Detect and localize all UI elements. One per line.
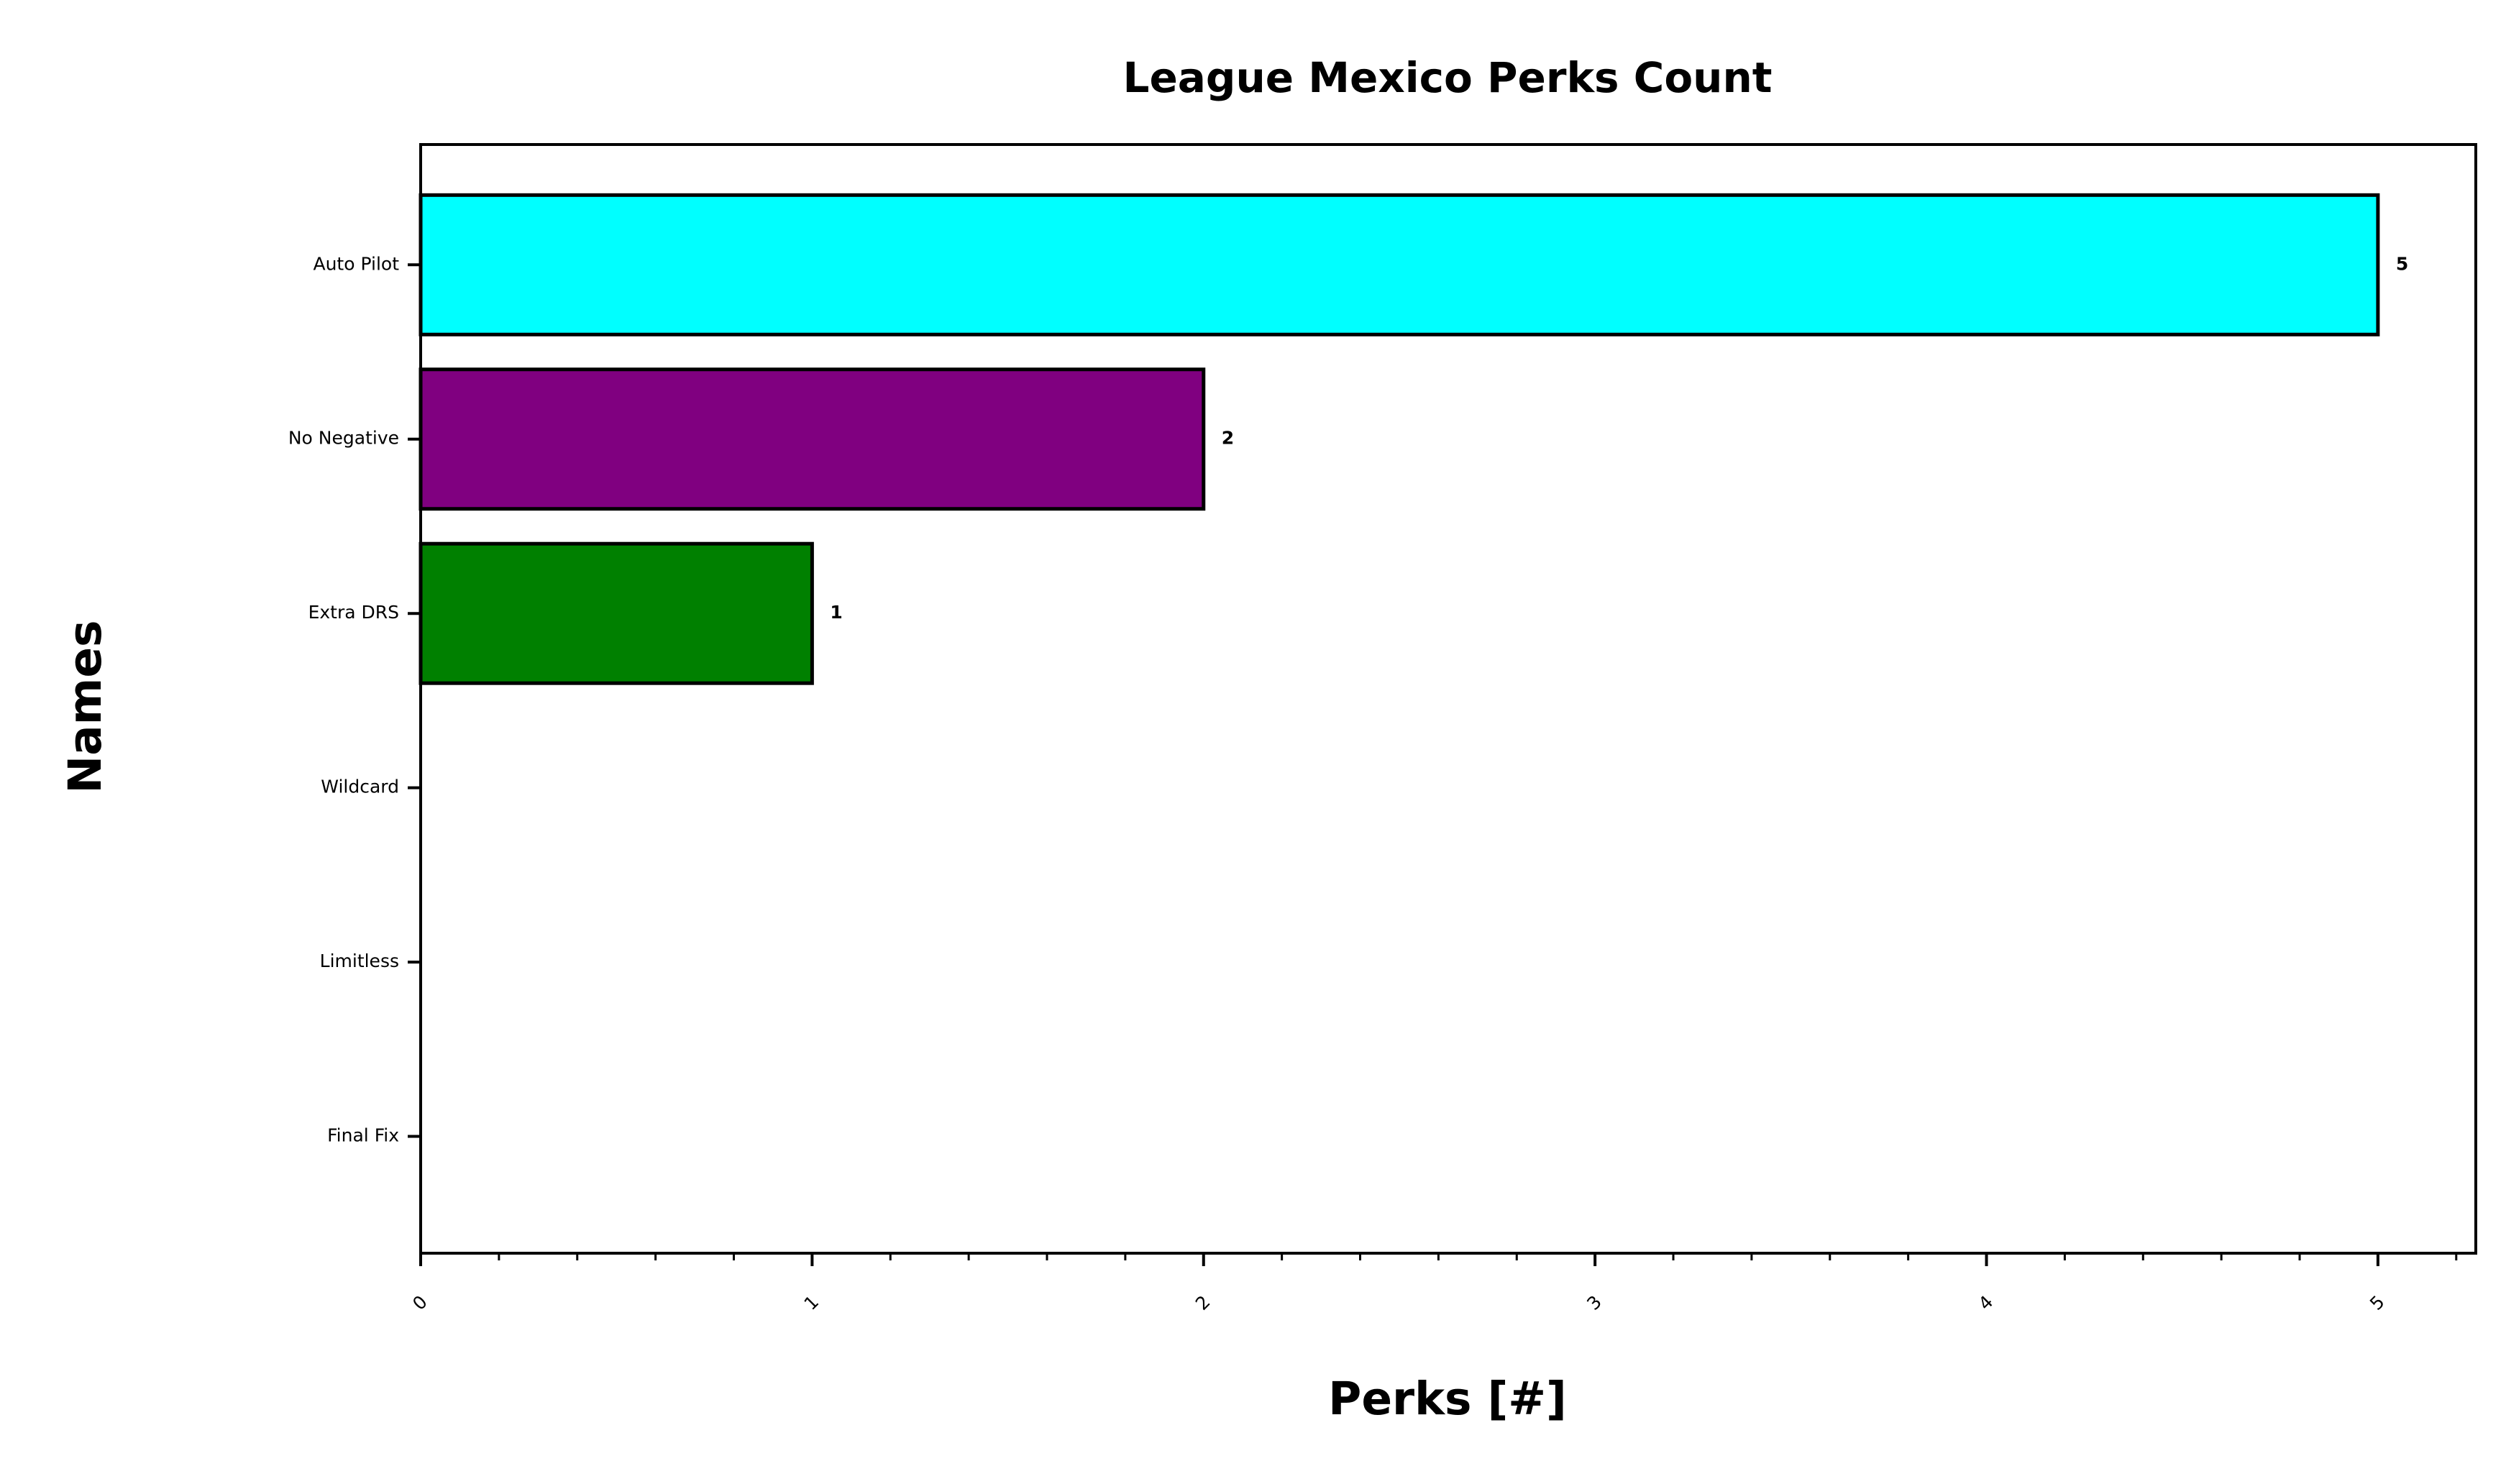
axes-frame [419, 143, 2477, 1255]
y-tick-label: No Negative [288, 428, 399, 449]
x-tick-label: 5 [2366, 1291, 2389, 1314]
value-label: 1 [830, 602, 842, 623]
bar [419, 541, 814, 685]
y-tick-label: Wildcard [321, 777, 399, 797]
y-tick-label: Final Fix [327, 1125, 399, 1146]
y-tick-label: Extra DRS [308, 602, 399, 623]
y-tick-label: Auto Pilot [313, 253, 399, 274]
x-tick-label: 3 [1583, 1291, 1606, 1314]
chart-title: League Mexico Perks Count [1123, 53, 1773, 102]
x-tick-label: 1 [800, 1291, 823, 1314]
value-label: 2 [1222, 428, 1234, 449]
x-tick-label: 4 [1975, 1291, 1998, 1314]
y-tick-label: Limitless [320, 951, 399, 971]
bar [419, 367, 1206, 511]
value-label: 5 [2396, 253, 2408, 274]
bar [419, 193, 2380, 336]
x-tick-label: 0 [408, 1291, 431, 1314]
x-axis-label: Perks [#] [1328, 1373, 1567, 1425]
x-tick-label: 2 [1192, 1291, 1215, 1314]
y-axis-label: Names [59, 620, 111, 793]
